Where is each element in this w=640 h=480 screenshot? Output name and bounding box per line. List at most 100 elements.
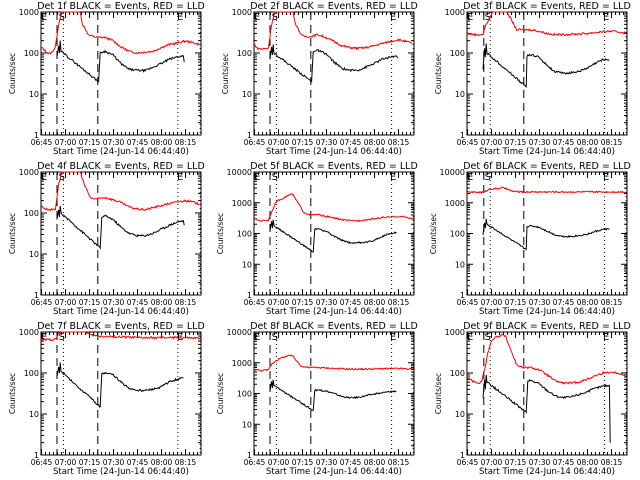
x-tick-label: 06:45: [457, 298, 479, 307]
lld-series-line: [466, 333, 626, 385]
lld-series-line: [40, 331, 200, 342]
marker-label: S: [272, 172, 278, 183]
y-axis-label: Counts/sec: [8, 53, 17, 94]
lld-series-line: [253, 354, 413, 372]
x-tick-label: 08:00: [151, 298, 173, 307]
x-tick-label: 08:15: [175, 458, 197, 467]
y-axis-label: Counts/sec: [216, 213, 225, 254]
y-tick-label: 1: [34, 291, 39, 300]
x-tick-label: 07:00: [55, 458, 77, 467]
y-tick-label: 1000: [445, 8, 465, 17]
marker-label: E: [41, 12, 47, 23]
events-series-line: [56, 40, 185, 83]
marker-label: S: [59, 12, 65, 23]
x-tick-label: 06:45: [31, 298, 53, 307]
x-tick-label: 08:00: [577, 458, 599, 467]
x-tick-label: 07:30: [103, 298, 125, 307]
y-tick-label: 10000: [227, 168, 252, 177]
x-tick-label: 07:00: [481, 298, 503, 307]
x-tick-label: 07:30: [316, 458, 338, 467]
x-tick-label: 07:00: [55, 138, 77, 147]
marker-label: E: [177, 12, 183, 23]
x-tick-label: 06:45: [31, 138, 53, 147]
x-tick-label: 06:45: [457, 138, 479, 147]
chart-panel-5: Det 5f BLACK = Events, RED = LLD 1 10 100 10…: [216, 161, 418, 317]
x-tick-label: 08:15: [601, 138, 623, 147]
chart-panel-9: Det 9f BLACK = Events, RED = LLD 1 10 100 10…: [434, 321, 631, 477]
y-tick-label: 1: [34, 451, 39, 460]
x-axis-label: Start Time (24-Jun-14 06:44:40): [479, 467, 615, 477]
marker-label: E: [254, 12, 260, 23]
y-tick-label: 10000: [227, 328, 252, 337]
x-tick-label: 07:15: [505, 298, 527, 307]
x-tick-label: 07:30: [316, 298, 338, 307]
x-axis-label: Start Time (24-Jun-14 06:44:40): [479, 147, 615, 157]
marker-label: E: [467, 172, 473, 183]
y-axis-label: Counts/sec: [8, 373, 17, 414]
chart-panel-7: Det 7f BLACK = Events, RED = LLD 1 10 100 10…: [8, 321, 205, 477]
y-tick-label: 100: [237, 49, 252, 58]
x-tick-label: 08:15: [388, 458, 410, 467]
x-tick-label: 08:00: [364, 138, 386, 147]
x-tick-label: 07:00: [481, 138, 503, 147]
y-tick-label: 10: [29, 250, 39, 259]
x-tick-label: 08:15: [601, 298, 623, 307]
events-series-line: [482, 218, 610, 251]
x-tick-label: 08:00: [151, 458, 173, 467]
y-tick-label: 1: [247, 451, 252, 460]
marker-label: S: [59, 172, 65, 183]
marker-label: E: [177, 172, 183, 183]
y-axis-label: Counts/sec: [216, 373, 225, 414]
lld-series-line: [40, 171, 200, 212]
y-tick-label: 1000: [19, 168, 39, 177]
y-tick-label: 10: [455, 410, 465, 419]
y-tick-label: 1000: [19, 8, 39, 17]
marker-label: E: [254, 172, 260, 183]
events-series-line: [482, 374, 611, 443]
events-series-line: [269, 379, 397, 412]
x-tick-label: 07:45: [127, 138, 149, 147]
marker-label: E: [603, 332, 609, 343]
y-tick-label: 10: [242, 420, 252, 429]
y-tick-label: 100: [24, 49, 39, 58]
events-series-line: [269, 219, 397, 253]
x-tick-label: 07:30: [103, 458, 125, 467]
x-tick-label: 07:15: [292, 298, 314, 307]
x-tick-label: 06:45: [31, 458, 53, 467]
chart-title: Det 4f BLACK = Events, RED = LLD: [37, 161, 205, 172]
x-axis-label: Start Time (24-Jun-14 06:44:40): [53, 147, 189, 157]
y-axis-label: Counts/sec: [429, 213, 438, 254]
lld-series-line: [466, 11, 626, 37]
x-tick-label: 07:15: [292, 458, 314, 467]
chart-panel-3: Det 3f BLACK = Events, RED = LLD 1 10 100 10…: [434, 1, 631, 157]
x-tick-label: 08:15: [175, 138, 197, 147]
plot-frame: [466, 171, 628, 296]
x-tick-label: 08:15: [601, 458, 623, 467]
y-tick-label: 10000: [440, 168, 465, 177]
x-tick-label: 08:00: [577, 138, 599, 147]
y-tick-label: 10: [29, 90, 39, 99]
x-tick-label: 07:15: [505, 138, 527, 147]
x-tick-label: 07:00: [55, 298, 77, 307]
chart-panel-6: Det 6f BLACK = Events, RED = LLD 1 10 100 10…: [429, 161, 631, 317]
x-tick-label: 08:00: [364, 298, 386, 307]
x-tick-label: 08:00: [151, 138, 173, 147]
x-axis-label: Start Time (24-Jun-14 06:44:40): [266, 147, 402, 157]
marker-label: E: [603, 172, 609, 183]
y-tick-label: 100: [450, 369, 465, 378]
chart-title: Det 6f BLACK = Events, RED = LLD: [463, 161, 631, 172]
x-tick-label: 07:45: [553, 138, 575, 147]
y-axis-label: Counts/sec: [434, 373, 443, 414]
y-tick-label: 1000: [232, 199, 252, 208]
chart-title: Det 3f BLACK = Events, RED = LLD: [463, 1, 631, 12]
x-tick-label: 07:45: [553, 458, 575, 467]
plot-frame: [40, 171, 202, 296]
y-tick-label: 100: [237, 390, 252, 399]
lld-series-line: [466, 186, 626, 194]
chart-title: Det 1f BLACK = Events, RED = LLD: [37, 1, 205, 12]
events-series-line: [269, 44, 399, 83]
x-tick-label: 06:45: [244, 298, 266, 307]
x-tick-label: 07:30: [529, 458, 551, 467]
lld-series-line: [253, 11, 413, 51]
marker-label: E: [603, 12, 609, 23]
